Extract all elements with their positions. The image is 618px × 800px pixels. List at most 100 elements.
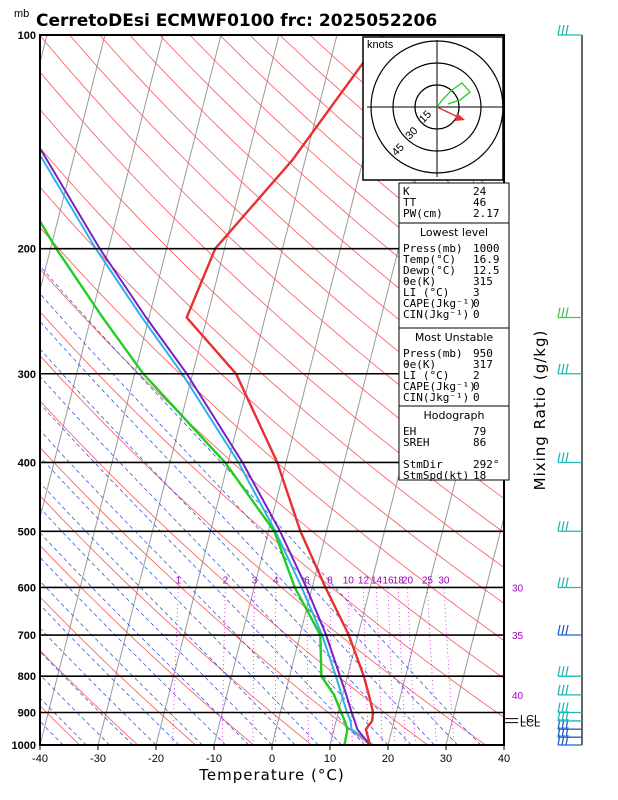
dry-adiabat [40,268,504,679]
mixing-ratio-label: 14 [371,575,383,586]
units-label: mb [14,8,29,20]
x-tick-label: -40 [32,753,48,765]
index-value: 950 [473,347,493,360]
index-value: 292° [473,458,500,471]
dry-adiabat [40,649,138,745]
isotherm [40,35,222,745]
x-axis-label: Temperature (°C) [198,766,344,784]
mixing-ratio-label: 18 [393,575,405,586]
moist-adiabat [40,532,250,745]
index-key: θe(K) [403,358,436,371]
wind-barb-flag [561,452,565,463]
lcl-label: LCL [520,718,540,730]
index-key: CIN(Jkg⁻¹) [403,308,469,321]
x-tick-label: 10 [324,753,336,765]
mixing-ratio-label: 3 [252,575,258,586]
profile-dewpoint [40,218,349,745]
wind-barb-flag [557,521,561,532]
x-tick-label: -30 [90,753,106,765]
mixing-ratio-line [172,587,179,745]
dry-adiabat [40,446,370,745]
wind-barb-flag [561,702,565,713]
index-key: StmSpd(kt) [403,469,469,482]
index-value: 317 [473,358,493,371]
index-value: 24 [473,185,487,198]
index-box [398,182,510,224]
index-key: K [403,185,410,198]
mixing-ratio-label: 1 [176,575,182,586]
x-tick-label: 40 [498,753,510,765]
wind-barb-flag [557,307,561,318]
wind-barb-flag [565,307,569,318]
wind-barb-flag [557,624,561,636]
wind-barb-flag [561,684,565,696]
index-key: StmDir [403,458,443,471]
index-key: Dewp(°C) [403,264,456,277]
mixing-ratio-label: 16 [382,575,394,586]
wind-barb-flag [557,24,561,36]
dry-adiabat [40,108,504,534]
index-key: LI (°C) [403,369,449,382]
theta-e-label: 35 [512,631,524,642]
moist-adiabat [40,320,435,745]
index-key: LI (°C) [403,286,449,299]
hodo-trace [436,82,471,108]
index-key: Temp(°C) [403,253,456,266]
wind-barb-flag [561,521,565,532]
dry-adiabat [40,355,486,745]
background-lines [40,35,504,745]
knots-label: knots [367,39,394,51]
index-key: TT [403,196,417,209]
moist-adiabat [40,403,366,745]
index-key: Press(mb) [403,347,463,360]
mixing-ratio-label: 10 [343,575,355,586]
index-header: Hodograph [424,409,485,422]
index-key: PW(cm) [403,207,443,220]
index-value: 18 [473,469,486,482]
mixing-ratio-label: 25 [422,575,434,586]
index-box [398,222,510,329]
mixing-ratio-line [221,587,226,745]
wind-barb-flag [557,684,561,696]
pressure-tick-label: 100 [18,30,36,42]
pressure-tick-label: 800 [18,671,36,683]
pressure-tick-label: 400 [18,457,36,469]
wind-barb-flag [557,666,561,677]
dry-adiabat [99,35,504,402]
theta-e-label: 30 [512,583,524,594]
dry-adiabat [40,311,504,718]
x-tick-label: 30 [440,753,452,765]
mixing-ratio-line [427,587,437,745]
wind-barb-flag [557,363,561,374]
storm-motion-vector [436,106,461,119]
wind-barb-flag [557,452,561,463]
mixing-ratio-label: 8 [327,575,333,586]
index-value: 12.5 [473,264,500,277]
wind-barb-flag [561,24,565,36]
pressure-tick-label: 1000 [12,740,36,752]
wind-barb-flag [561,666,565,677]
wind-barb-flag [565,24,569,36]
wind-barb-flag [565,666,569,677]
mixing-ratio-label: 2 [223,575,229,586]
mixing-ratio-label: 12 [358,575,370,586]
index-key: Press(mb) [403,242,463,255]
dry-adiabat [40,544,254,745]
index-box [398,405,510,481]
index-key: CAPE(Jkg⁻¹) [403,380,476,393]
index-key: EH [403,425,416,438]
profile-temperature [185,35,385,745]
mixing-ratio-line [397,587,406,745]
mixing-ratio-line [252,587,255,745]
dry-adiabat [40,71,504,499]
moist-adiabat [40,429,342,745]
wind-barb-flag [565,684,569,696]
wind-barb-flag [561,624,565,636]
profile-parcel [40,146,371,745]
mixing-ratio-label: 4 [273,575,279,586]
mixing-ratio-label: Mixing Ratio (g/kg) [531,330,549,491]
wind-barbs [557,24,583,746]
index-value: 0 [473,297,480,310]
